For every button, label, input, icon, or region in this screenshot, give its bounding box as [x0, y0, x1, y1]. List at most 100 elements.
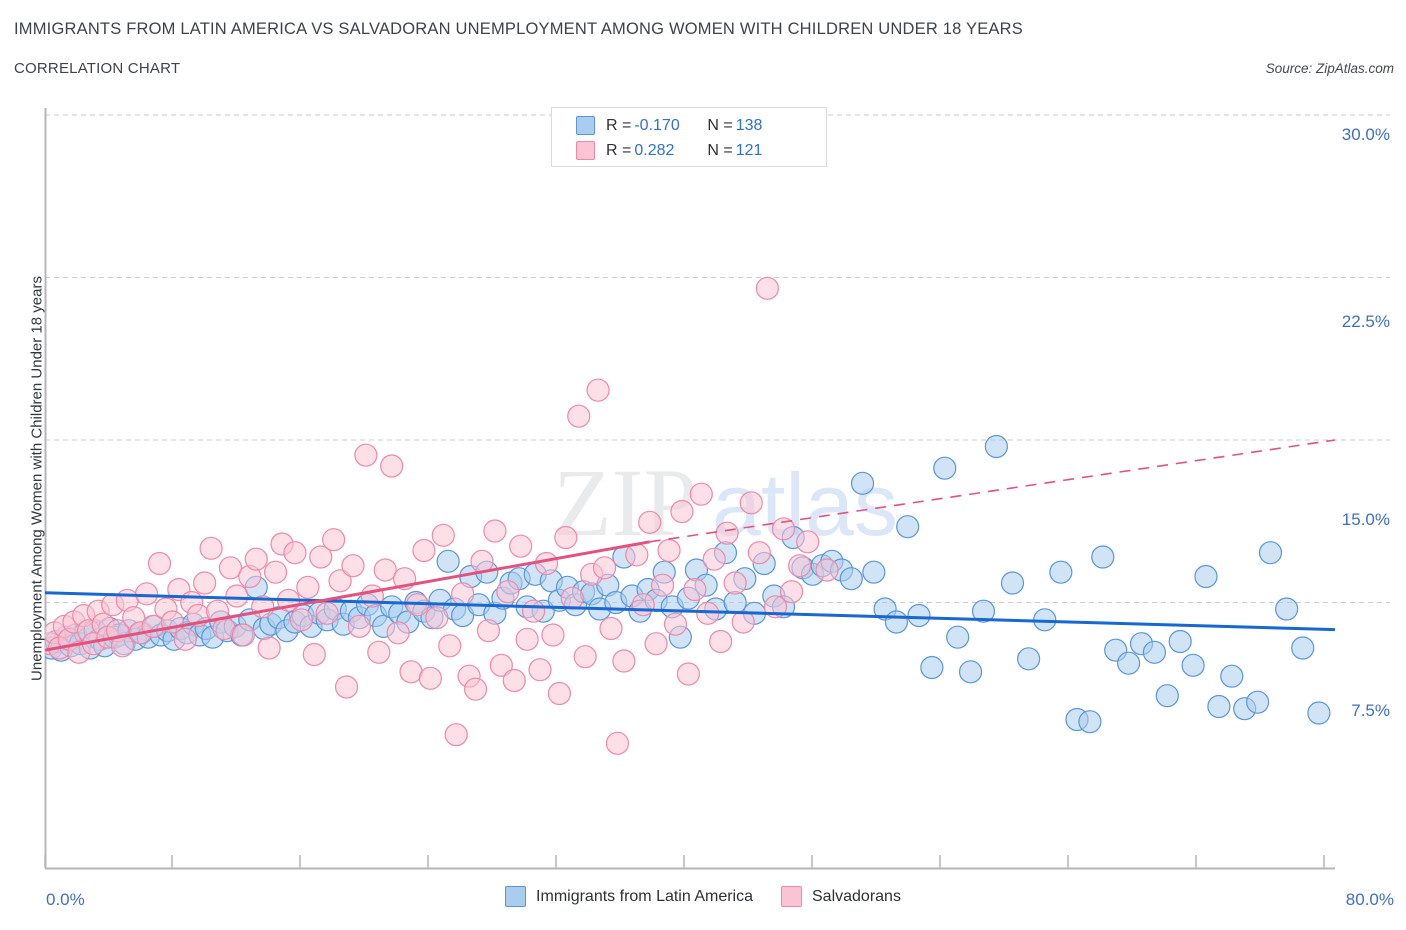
data-point: [567, 404, 591, 428]
source-attribution: Source: ZipAtlas.com: [1265, 61, 1394, 76]
data-point: [1275, 597, 1299, 621]
data-point: [815, 558, 839, 582]
data-point: [1181, 653, 1205, 677]
y-tick-label: 15.0%: [1342, 510, 1390, 529]
data-point: [534, 551, 559, 576]
data-point: [418, 666, 442, 690]
legend-item-immigrants[interactable]: Immigrants from Latin America: [505, 886, 753, 907]
data-point: [723, 571, 747, 595]
data-point: [788, 554, 812, 578]
data-point: [347, 614, 372, 638]
data-point: [1142, 640, 1167, 664]
data-point: [1091, 545, 1115, 569]
data-point: [412, 538, 436, 563]
r-value: 0.282: [634, 141, 675, 159]
data-point: [283, 541, 307, 565]
data-point: [683, 577, 707, 602]
data-point: [444, 723, 468, 747]
data-point: [541, 623, 565, 647]
data-point: [644, 632, 668, 656]
data-point: [709, 629, 733, 654]
gridlines: [45, 114, 1390, 603]
y-tick-label: 7.5%: [1351, 701, 1390, 720]
legend-swatch-salvadorans-icon: [576, 141, 595, 160]
data-point: [715, 521, 739, 545]
data-point: [1258, 541, 1283, 565]
data-point: [296, 575, 320, 599]
data-point: [341, 554, 365, 578]
data-point: [263, 560, 288, 584]
data-point-layer: [45, 135, 1331, 755]
data-point: [502, 668, 526, 693]
data-point: [334, 675, 359, 699]
data-point: [958, 660, 983, 684]
data-point: [451, 582, 475, 606]
data-point: [1017, 647, 1041, 671]
data-point: [739, 491, 763, 515]
x-axis-ticks: [44, 855, 1325, 868]
r-value: -0.170: [634, 116, 680, 134]
data-point: [380, 454, 404, 478]
data-point: [521, 599, 546, 623]
legend-swatch-immigrants-icon: [576, 116, 595, 135]
legend-item-salvadorans[interactable]: Salvadorans: [781, 886, 901, 907]
data-point: [1168, 629, 1192, 654]
x-axis-min-label: 0.0%: [46, 890, 85, 909]
data-point: [438, 634, 462, 658]
series-swatch-immigrants-icon: [505, 886, 527, 907]
data-point: [134, 582, 159, 606]
data-point: [657, 538, 681, 563]
data-point: [907, 603, 931, 628]
data-point: [755, 276, 780, 300]
data-point: [193, 571, 217, 595]
data-point: [509, 534, 533, 558]
data-point: [244, 547, 268, 571]
y-tick-label: 22.5%: [1342, 312, 1390, 331]
data-point: [309, 545, 333, 569]
n-label: N =: [707, 116, 733, 134]
data-point: [689, 482, 713, 506]
data-point: [573, 645, 597, 669]
series-legend: Immigrants from Latin America Salvadoran…: [0, 886, 1406, 907]
data-point: [586, 378, 610, 402]
data-point: [528, 658, 552, 682]
data-point: [257, 636, 281, 660]
y-axis-tick-labels: 30.0% 22.5% 15.0% 7.5%: [1342, 125, 1390, 720]
data-point: [560, 586, 584, 610]
data-point: [515, 627, 539, 651]
correlation-stats-legend: R = -0.170 N = 138 R = 0.282 N = 121: [551, 107, 827, 167]
data-point: [1049, 560, 1073, 584]
data-point: [463, 677, 488, 701]
trend-line-layer: [45, 439, 1335, 652]
data-point: [225, 584, 249, 608]
data-point: [723, 590, 747, 615]
data-point: [367, 640, 391, 664]
data-point: [884, 610, 909, 634]
data-point: [231, 623, 255, 647]
data-point: [599, 616, 623, 641]
data-point: [1220, 664, 1244, 688]
data-point: [933, 456, 957, 480]
data-point: [373, 558, 397, 582]
stats-legend-row-blue: R = -0.170 N = 138: [552, 113, 826, 138]
data-point: [946, 625, 970, 649]
data-point: [399, 660, 423, 684]
data-point: [1155, 684, 1179, 708]
data-point: [199, 536, 223, 560]
data-point: [554, 525, 578, 550]
page-title: IMMIGRANTS FROM LATIN AMERICA VS SALVADO…: [14, 20, 1023, 38]
data-point: [592, 556, 617, 580]
n-value: 138: [735, 116, 763, 134]
data-point: [971, 599, 996, 623]
trend-line: [45, 540, 650, 652]
data-point: [1207, 694, 1231, 719]
data-point: [1291, 636, 1315, 660]
data-point: [670, 499, 694, 524]
data-point: [1078, 710, 1102, 734]
data-point: [173, 627, 197, 651]
data-point: [605, 731, 630, 755]
data-point: [547, 681, 571, 706]
data-point: [315, 601, 339, 625]
data-point: [431, 523, 455, 547]
